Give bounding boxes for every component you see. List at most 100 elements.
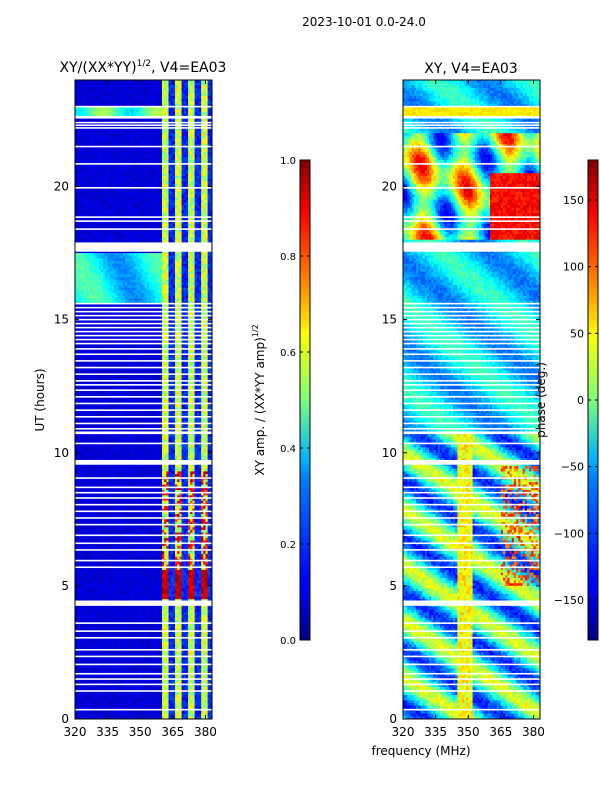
heatmap-cell	[111, 149, 115, 153]
heatmap-cell	[181, 98, 185, 102]
heatmap-cell	[116, 210, 119, 214]
heatmap-cell	[92, 127, 95, 131]
heatmap-cell	[159, 101, 163, 105]
heatmap-cell	[103, 111, 106, 116]
heatmap-cell	[94, 141, 98, 145]
heatmap-cell	[107, 223, 111, 227]
heatmap-cell	[159, 151, 163, 155]
heatmap-cell	[207, 90, 211, 94]
heatmap-cell	[109, 122, 113, 126]
heatmap-cell	[155, 183, 159, 187]
heatmap-cell	[183, 133, 187, 137]
heatmap-cell	[131, 122, 135, 126]
heatmap-cell	[116, 170, 119, 174]
heatmap-cell	[103, 181, 106, 185]
heatmap-cell	[125, 119, 128, 123]
heatmap-cell	[127, 82, 130, 86]
heatmap-cell	[122, 197, 126, 201]
heatmap-cell	[109, 119, 113, 123]
heatmap-cell	[146, 98, 150, 102]
heatmap-cell	[79, 194, 82, 198]
heatmap-cell	[168, 183, 172, 187]
heatmap-cell	[157, 90, 161, 94]
heatmap-cell	[207, 151, 211, 155]
heatmap-cell	[209, 207, 212, 211]
heatmap-cell	[118, 223, 122, 227]
heatmap-cell	[131, 87, 135, 92]
heatmap-cell	[135, 85, 139, 89]
heatmap-cell	[90, 119, 93, 123]
heatmap-cell	[153, 138, 156, 142]
heatmap-cell	[125, 87, 128, 92]
heatmap-cell	[207, 194, 211, 198]
heatmap-cell	[83, 122, 87, 126]
heatmap-cell	[140, 143, 143, 147]
heatmap-cell	[172, 202, 176, 206]
heatmap-cell	[181, 205, 185, 209]
heatmap-cell	[172, 80, 176, 84]
heatmap-cell	[101, 103, 104, 108]
heatmap-cell	[118, 221, 122, 225]
heatmap-cell	[135, 103, 139, 108]
heatmap-cell	[101, 175, 104, 179]
heatmap-cell	[188, 93, 191, 97]
heatmap-cell	[96, 135, 100, 139]
heatmap-cell	[103, 197, 106, 201]
heatmap-cell	[79, 111, 82, 116]
heatmap-cell	[120, 226, 124, 230]
heatmap-cell	[188, 210, 191, 214]
heatmap-cell	[111, 146, 115, 150]
heatmap-cell	[125, 157, 128, 161]
heatmap-cell	[146, 143, 150, 147]
heatmap-cell	[103, 135, 106, 139]
heatmap-cell	[166, 125, 169, 129]
heatmap-cell	[151, 103, 154, 108]
heatmap-cell	[153, 87, 156, 92]
heatmap-cell	[205, 130, 209, 134]
heatmap-cell	[103, 202, 106, 206]
heatmap-cell	[120, 130, 124, 134]
heatmap-cell	[94, 85, 98, 89]
heatmap-cell	[127, 167, 130, 171]
heatmap-cell	[88, 101, 91, 105]
heatmap-cell	[94, 146, 98, 150]
heatmap-cell	[125, 159, 128, 163]
heatmap-cell	[83, 90, 87, 94]
heatmap-cell	[153, 98, 156, 102]
heatmap-cell	[201, 111, 204, 116]
heatmap-cell	[198, 221, 202, 225]
heatmap-cell	[155, 146, 159, 150]
heatmap-cell	[192, 143, 195, 147]
heatmap-cell	[116, 90, 119, 94]
heatmap-cell	[155, 122, 159, 126]
heatmap-cell	[185, 218, 189, 222]
heatmap-cell	[209, 202, 212, 206]
heatmap-cell	[77, 98, 80, 102]
heatmap-cell	[103, 159, 106, 163]
heatmap-cell	[155, 82, 159, 86]
heatmap-cell	[135, 194, 139, 198]
heatmap-cell	[127, 133, 130, 137]
heatmap-cell	[159, 189, 163, 193]
heatmap-cell	[155, 221, 159, 225]
heatmap-cell	[177, 106, 180, 110]
heatmap-cell	[94, 165, 98, 169]
heatmap-cell	[94, 103, 98, 108]
heatmap-cell	[148, 223, 152, 227]
heatmap-cell	[75, 165, 78, 169]
heatmap-cell	[116, 191, 119, 195]
heatmap-cell	[198, 82, 202, 86]
heatmap-cell	[88, 197, 91, 201]
heatmap-cell	[170, 221, 174, 225]
heatmap-cell	[172, 167, 176, 171]
heatmap-cell	[81, 202, 85, 206]
heatmap-cell	[101, 119, 104, 123]
heatmap-cell	[177, 149, 180, 153]
heatmap-cell	[155, 154, 159, 158]
heatmap-cell	[179, 93, 182, 97]
heatmap-cell	[198, 93, 202, 97]
heatmap-cell	[142, 90, 145, 94]
heatmap-cell	[138, 141, 141, 145]
heatmap-cell	[170, 85, 174, 89]
heatmap-cell	[101, 213, 104, 217]
